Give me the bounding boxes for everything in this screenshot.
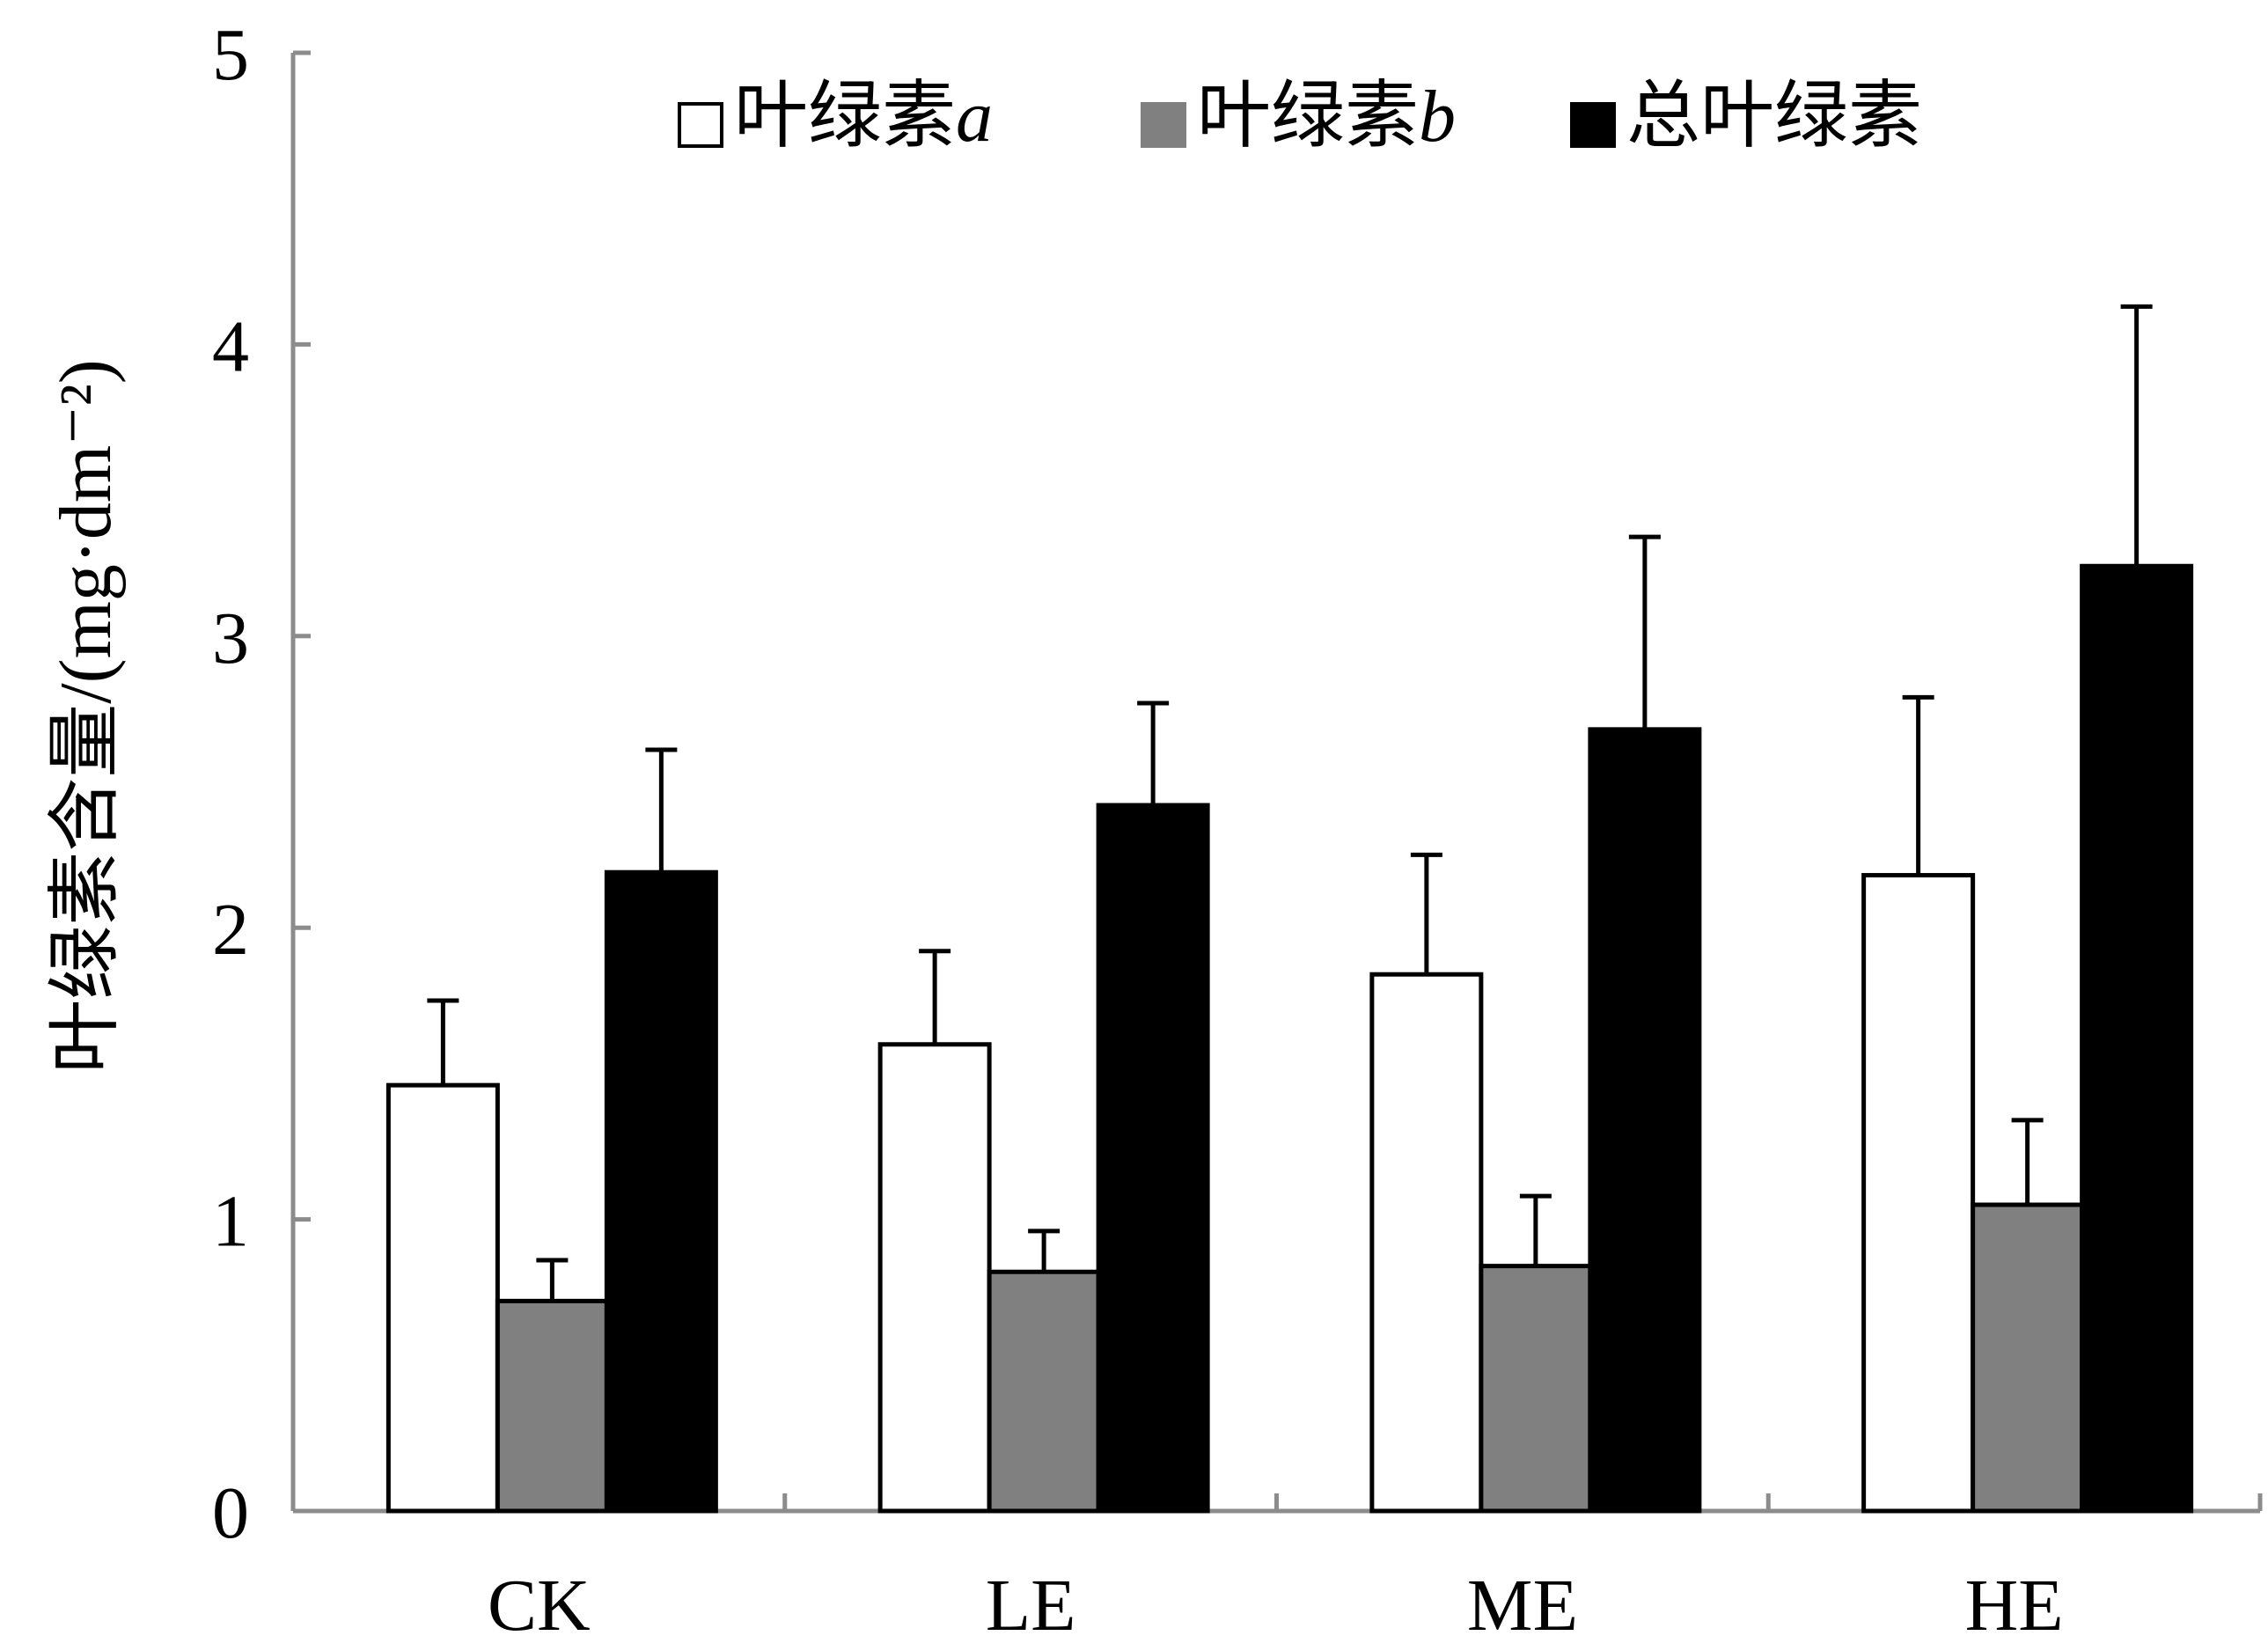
y-axis-label: 叶绿素含量/(mg·dm⁻²) [45,359,127,1073]
bar [495,1298,609,1514]
bar [1369,972,1484,1514]
bar [1861,873,1976,1514]
x-tick-label: LE [986,1565,1076,1639]
legend: 叶绿素a 叶绿素b 总叶绿素 [678,76,1922,158]
bar [1971,1202,2085,1514]
legend-swatch [1141,102,1186,148]
bars [385,563,2194,1514]
y-tick-label: 2 [212,889,249,971]
x-tick-label: ME [1467,1565,1578,1639]
bar [604,869,718,1514]
bar [877,1042,992,1514]
y-tick-label: 1 [212,1181,249,1263]
y-tick-label: 3 [212,598,249,679]
y-tick-label: 4 [212,305,249,387]
axes: 0 1 2 3 4 5 CK LE ME HE [212,14,2263,1643]
legend-label: 叶绿素a [734,76,993,158]
legend-label-italic: b [1419,76,1456,158]
legend-label: 总叶绿素 [1626,76,1922,158]
y-tick-label: 5 [212,14,249,96]
bar [385,1082,500,1514]
x-tick-label: CK [488,1565,591,1639]
legend-label: 叶绿素b [1197,76,1456,158]
legend-swatch [678,102,723,148]
legend-swatch [1570,102,1616,148]
bar [1588,727,1702,1514]
bar [987,1269,1101,1514]
x-tick-label: HE [1965,1565,2064,1639]
bar [1096,803,1210,1514]
legend-label-italic: a [956,76,993,158]
error-bars [427,304,2153,1302]
bar [1479,1264,1593,1514]
y-tick-label: 0 [212,1472,249,1554]
bar [2080,563,2194,1514]
